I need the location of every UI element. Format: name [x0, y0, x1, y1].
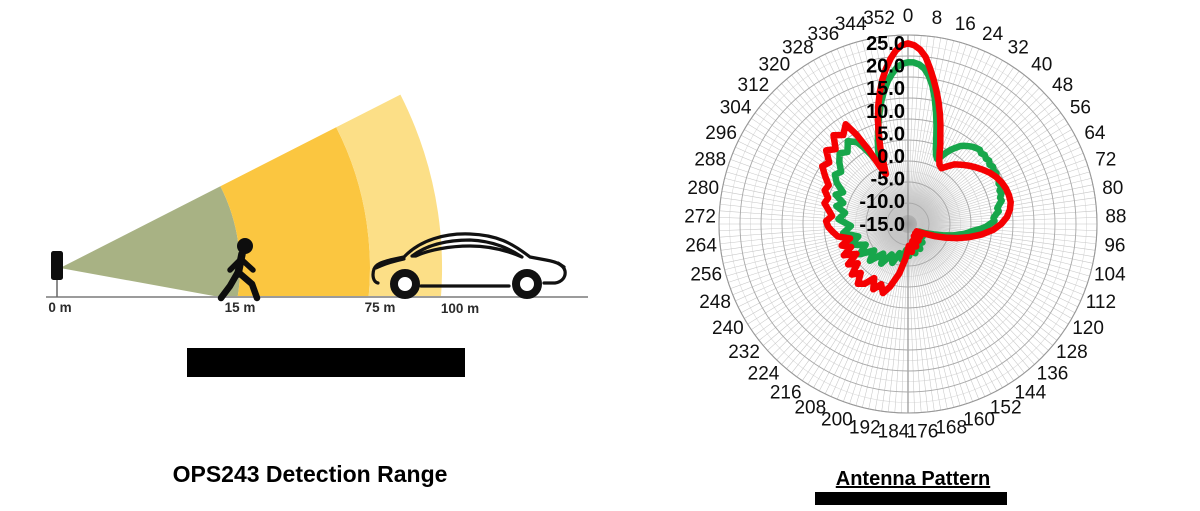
svg-text:80: 80	[1102, 178, 1123, 199]
svg-text:280: 280	[687, 178, 719, 199]
svg-text:200: 200	[821, 410, 853, 431]
distance-label-75m: 75 m	[365, 300, 396, 315]
antenna-traces	[819, 40, 1014, 297]
svg-text:336: 336	[808, 24, 840, 45]
svg-text:88: 88	[1105, 207, 1126, 228]
svg-text:272: 272	[684, 207, 716, 228]
detection-range-diagram: 0 m 15 m 75 m 100 m	[46, 94, 588, 316]
svg-text:208: 208	[794, 398, 826, 419]
svg-text:96: 96	[1104, 236, 1125, 257]
detection-zone-near	[60, 186, 241, 297]
svg-text:144: 144	[1014, 382, 1046, 403]
polar-angle-labels: 0 8 16 243240485664728088961041121201281361…	[684, 6, 1126, 443]
car-icon	[371, 232, 567, 299]
svg-text:48: 48	[1052, 75, 1073, 96]
svg-text:256: 256	[690, 264, 722, 285]
svg-text:56: 56	[1070, 98, 1091, 119]
svg-text:240: 240	[712, 318, 744, 339]
detection-zone-mid	[220, 127, 370, 297]
svg-text:192: 192	[849, 418, 881, 439]
svg-text:128: 128	[1056, 342, 1088, 363]
svg-text:224: 224	[748, 364, 780, 385]
svg-text:352: 352	[863, 8, 895, 29]
svg-text:24: 24	[982, 24, 1004, 45]
svg-text:0: 0	[903, 6, 914, 27]
svg-text:168: 168	[935, 418, 967, 439]
svg-text:40: 40	[1031, 55, 1052, 76]
svg-text:288: 288	[694, 150, 726, 171]
svg-text:-15.0: -15.0	[859, 214, 905, 236]
svg-text:72: 72	[1095, 150, 1116, 171]
svg-text:176: 176	[907, 422, 939, 443]
svg-text:-5.0: -5.0	[871, 169, 905, 191]
svg-text:16: 16	[955, 14, 976, 35]
pedestrian-icon	[217, 238, 261, 302]
svg-text:-10.0: -10.0	[859, 191, 905, 213]
svg-text:320: 320	[758, 55, 790, 76]
svg-text:20.0: 20.0	[866, 56, 905, 78]
svg-text:232: 232	[728, 342, 760, 363]
svg-text:328: 328	[782, 38, 814, 59]
svg-text:264: 264	[685, 236, 717, 257]
radar-sensor-icon	[51, 251, 63, 297]
svg-text:248: 248	[699, 292, 731, 313]
antenna-pattern-title: Antenna Pattern	[835, 468, 991, 490]
svg-text:184: 184	[878, 422, 910, 443]
svg-text:10.0: 10.0	[866, 101, 905, 123]
svg-text:0.0: 0.0	[877, 146, 905, 168]
detection-range-title: OPS243 Detection Range	[172, 461, 448, 487]
distance-label-100m: 100 m	[441, 301, 479, 316]
svg-text:64: 64	[1084, 123, 1106, 144]
svg-text:216: 216	[770, 382, 802, 403]
svg-text:32: 32	[1008, 38, 1029, 59]
svg-text:344: 344	[835, 14, 867, 35]
redaction-bar-right	[815, 492, 1007, 505]
distance-label-0m: 0 m	[48, 300, 71, 315]
svg-text:8: 8	[932, 8, 943, 29]
svg-text:5.0: 5.0	[877, 123, 905, 145]
svg-text:312: 312	[738, 75, 770, 96]
svg-text:160: 160	[963, 410, 995, 431]
svg-text:152: 152	[990, 398, 1022, 419]
svg-text:304: 304	[720, 98, 752, 119]
svg-text:112: 112	[1086, 292, 1116, 313]
svg-text:120: 120	[1072, 318, 1104, 339]
svg-text:15.0: 15.0	[866, 78, 905, 100]
svg-text:104: 104	[1094, 264, 1126, 285]
redaction-bar-left	[187, 348, 465, 377]
svg-text:136: 136	[1037, 364, 1069, 385]
polar-radial-labels: 25.020.015.010.05.00.0-5.0-10.0-15.0	[859, 33, 905, 236]
antenna-pattern-chart: 0 8 16 243240485664728088961041121201281361…	[684, 6, 1126, 443]
svg-text:296: 296	[705, 123, 737, 144]
red-pattern-trace	[819, 40, 1014, 297]
distance-label-15m: 15 m	[225, 300, 256, 315]
svg-text:25.0: 25.0	[866, 33, 905, 55]
